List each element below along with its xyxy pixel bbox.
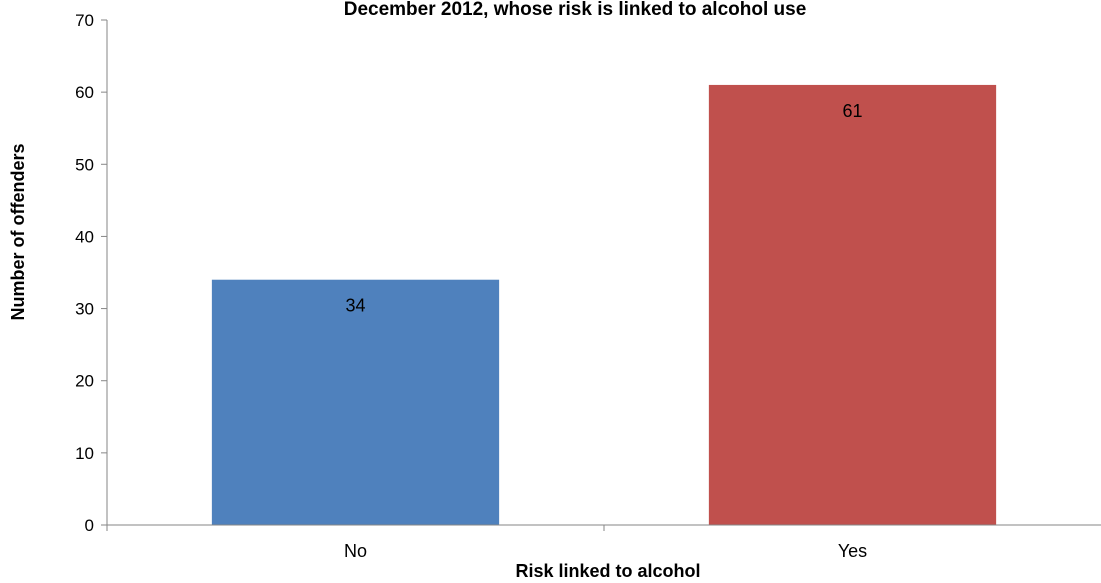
y-tick-label: 20 (75, 372, 94, 391)
data-label: 34 (345, 296, 365, 316)
y-tick-label: 40 (75, 227, 94, 246)
y-tick-label: 30 (75, 300, 94, 319)
y-tick-label: 50 (75, 155, 94, 174)
x-category-label: Yes (838, 541, 867, 561)
y-axis-title: Number of offenders (8, 143, 28, 320)
x-axis-title: Risk linked to alcohol (515, 561, 700, 581)
x-axis-ticks: No Yes (106, 525, 867, 561)
x-category-label: No (344, 541, 367, 561)
y-tick-label: 0 (85, 516, 94, 535)
bar-yes (708, 84, 997, 525)
y-tick-label: 60 (75, 83, 94, 102)
y-tick-label: 10 (75, 444, 94, 463)
bars: 34 61 (211, 84, 997, 525)
chart-title: December 2012, whose risk is linked to a… (344, 0, 807, 20)
bar-no (211, 279, 500, 525)
y-axis-ticks: 0 10 20 30 40 50 60 70 (75, 11, 107, 535)
data-label: 61 (842, 101, 862, 121)
y-tick-label: 70 (75, 11, 94, 30)
